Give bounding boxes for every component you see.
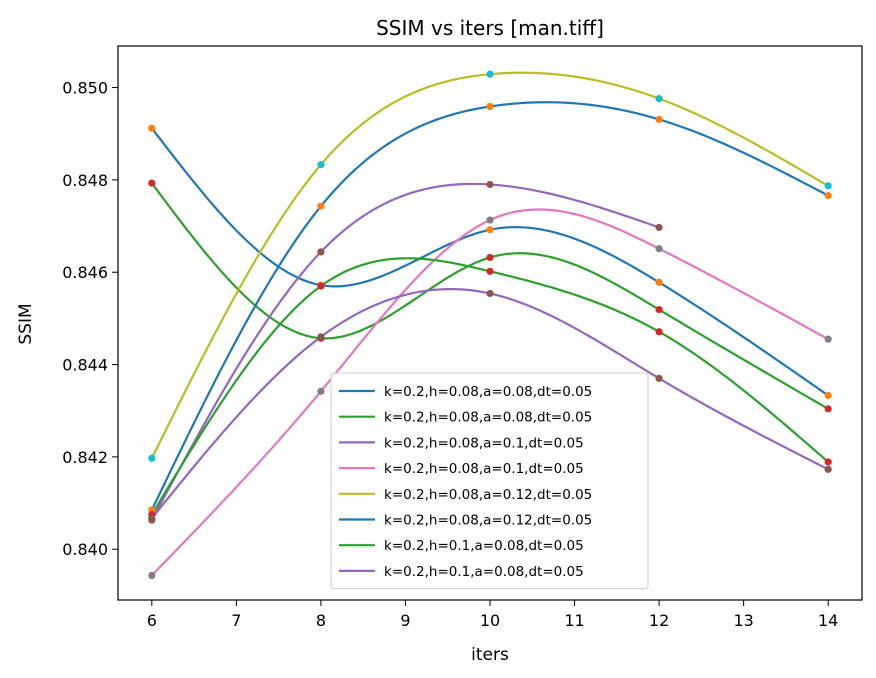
y-tick-label: 0.848 <box>62 171 108 190</box>
data-point <box>824 335 832 343</box>
x-axis-label: iters <box>471 645 509 665</box>
legend: k=0.2,h=0.08,a=0.08,dt=0.05 k=0.2,h=0.08,… <box>330 372 649 590</box>
data-point <box>317 333 325 341</box>
data-point <box>486 180 494 189</box>
data-point <box>655 223 663 232</box>
legend-label: k=0.2,h=0.08,a=0.08,dt=0.05 <box>384 384 592 400</box>
data-point <box>655 374 663 382</box>
legend-label: k=0.2,h=0.1,a=0.08,dt=0.05 <box>384 538 584 554</box>
data-point <box>317 248 325 256</box>
y-tick-label: 0.850 <box>62 79 108 98</box>
data-point <box>655 245 663 253</box>
y-tick-label: 0.842 <box>62 448 108 467</box>
data-point <box>317 202 325 210</box>
data-point <box>655 95 663 103</box>
x-tick-label: 10 <box>480 611 500 630</box>
data-point <box>486 216 494 224</box>
y-tick-label: 0.844 <box>62 356 108 375</box>
data-point <box>317 387 325 395</box>
data-point <box>486 102 494 111</box>
data-point <box>486 267 494 275</box>
series-line <box>150 182 660 521</box>
data-point <box>486 289 494 298</box>
data-point <box>824 191 832 200</box>
x-tick-label: 6 <box>147 611 157 630</box>
data-point <box>824 465 832 473</box>
x-axis-ticks: 6 7 8 9 10 11 12 13 14 <box>147 600 838 630</box>
x-tick-label: 11 <box>564 611 584 630</box>
data-point <box>824 458 832 466</box>
series-markers <box>148 70 832 580</box>
data-point <box>486 70 494 78</box>
data-point <box>317 161 325 169</box>
plot-frame <box>117 45 863 601</box>
x-tick-label: 8 <box>316 611 326 630</box>
data-point <box>655 115 663 124</box>
x-tick-label: 12 <box>649 611 669 630</box>
legend-box <box>330 372 649 590</box>
data-point <box>486 253 494 262</box>
data-point <box>655 328 663 336</box>
legend-label: k=0.2,h=0.08,a=0.12,dt=0.05 <box>384 513 592 529</box>
y-tick-label: 0.846 <box>62 263 108 282</box>
chart-title: SSIM vs iters [man.tiff] <box>376 16 604 40</box>
legend-label: k=0.2,h=0.08,a=0.12,dt=0.05 <box>384 487 592 503</box>
y-axis-label: SSIM <box>16 303 36 344</box>
data-point <box>824 405 832 413</box>
y-tick-label: 0.840 <box>62 540 108 559</box>
data-point <box>486 226 494 234</box>
data-point <box>148 454 156 462</box>
data-point <box>824 182 832 190</box>
data-point <box>148 179 156 187</box>
data-point <box>148 124 156 132</box>
data-point <box>655 306 663 314</box>
y-axis-ticks: 0.840 0.842 0.844 0.846 0.848 0.850 <box>62 79 118 559</box>
legend-label: k=0.2,h=0.08,a=0.1,dt=0.05 <box>384 461 584 477</box>
data-point <box>317 282 325 290</box>
x-tick-label: 9 <box>400 611 410 630</box>
x-tick-label: 13 <box>733 611 753 630</box>
data-point <box>655 278 663 286</box>
data-point <box>148 571 156 580</box>
x-tick-label: 7 <box>231 611 241 630</box>
data-point <box>824 391 832 400</box>
legend-label: k=0.2,h=0.1,a=0.08,dt=0.05 <box>384 564 584 580</box>
legend-label: k=0.2,h=0.08,a=0.1,dt=0.05 <box>384 435 584 451</box>
x-tick-label: 14 <box>818 611 838 630</box>
legend-label: k=0.2,h=0.08,a=0.08,dt=0.05 <box>384 410 592 426</box>
data-point <box>148 514 156 522</box>
